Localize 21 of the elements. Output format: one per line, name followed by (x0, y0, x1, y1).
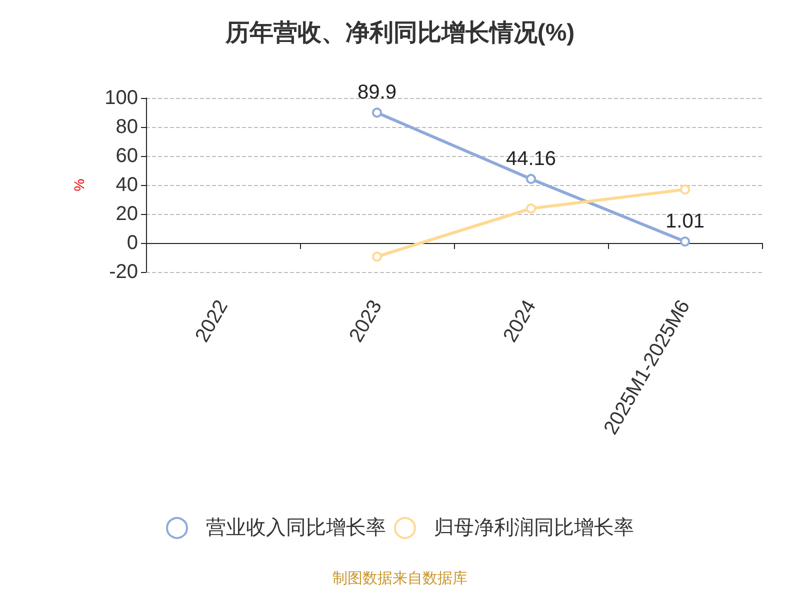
point (372, 108, 382, 118)
y-tick-label: 0 (126, 232, 138, 254)
y-tick-label: 80 (116, 116, 138, 138)
data-label: 1.01 (666, 210, 704, 233)
chart-title: 历年营收、净利同比增长情况(%) (224, 20, 575, 46)
y-tick-label: 40 (116, 174, 138, 196)
y-tick-label: 100 (104, 87, 138, 109)
point (526, 203, 536, 214)
y-tick-label: 20 (116, 203, 138, 225)
y-axis-title: % (71, 178, 87, 192)
point (680, 184, 690, 194)
legend-label: 营业收入同比增长率 (206, 517, 386, 539)
point (526, 174, 536, 184)
point (680, 236, 690, 247)
legend-label: 归母净利润同比增长率 (434, 517, 634, 539)
data-label: 89.9 (358, 82, 396, 104)
text: 制图数据来自数据库 (332, 570, 468, 587)
data-label: 44.16 (506, 148, 556, 170)
y-tick-label: 60 (116, 145, 138, 167)
point (372, 252, 382, 262)
y-tick-label: -20 (109, 261, 138, 283)
